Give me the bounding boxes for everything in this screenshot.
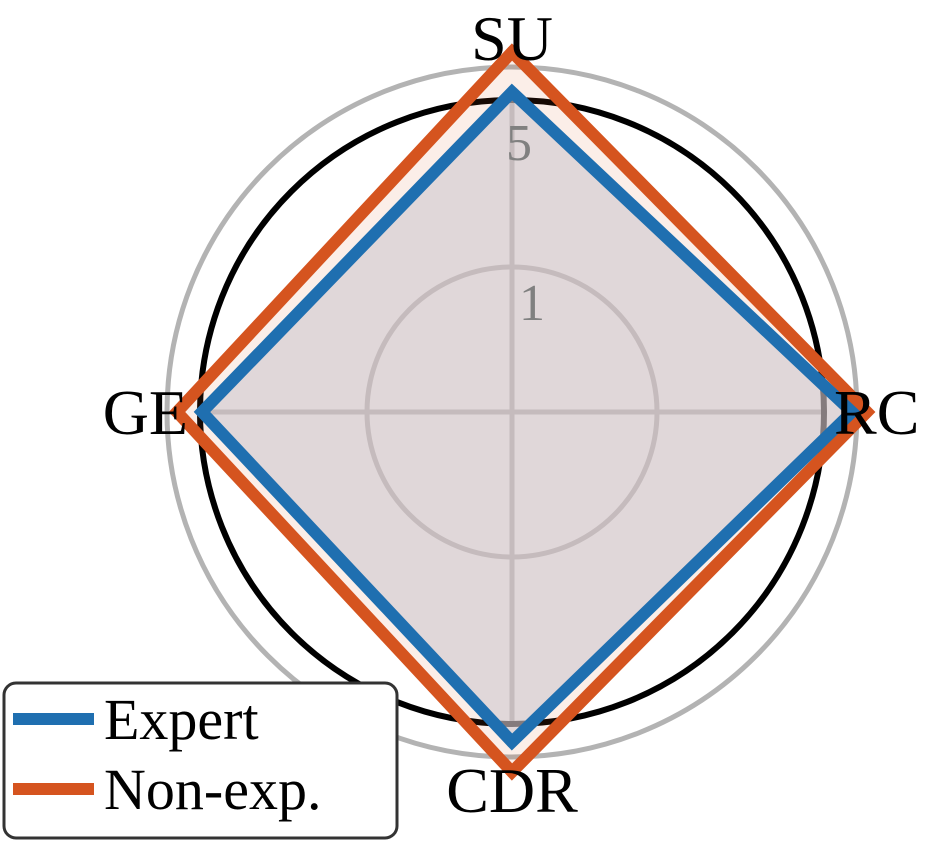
- axis-label-su: SU: [471, 3, 553, 74]
- axis-label-ge: GE: [103, 377, 188, 448]
- radar-labels: 1 5 SU RC CDR GE: [103, 3, 920, 826]
- axis-label-rc: RC: [834, 377, 919, 448]
- legend-box: [2, 681, 399, 840]
- legend-label-1: Non-exp.: [104, 757, 321, 822]
- tick-label-5: 5: [506, 115, 532, 172]
- radar-series-layer: [168, 43, 876, 781]
- axis-label-cdr: CDR: [446, 755, 578, 826]
- tick-label-1: 1: [519, 275, 545, 332]
- legend-label-0: Expert: [104, 687, 259, 752]
